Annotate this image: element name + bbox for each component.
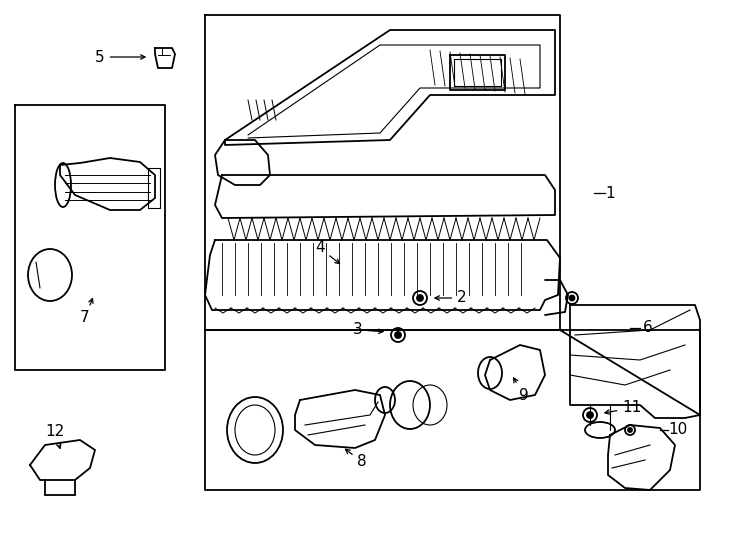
Text: 7: 7 (80, 299, 93, 326)
Text: 6: 6 (643, 321, 653, 335)
Text: 3: 3 (353, 322, 383, 338)
Text: 4: 4 (315, 240, 340, 264)
Text: 9: 9 (514, 378, 529, 402)
Circle shape (628, 428, 632, 432)
Text: 2: 2 (435, 291, 467, 306)
Text: 5: 5 (95, 50, 145, 64)
Text: 8: 8 (346, 449, 367, 469)
Text: 11: 11 (605, 401, 642, 415)
Circle shape (417, 295, 423, 301)
Circle shape (587, 412, 593, 418)
Text: 12: 12 (46, 424, 65, 448)
Circle shape (570, 295, 575, 300)
Text: 10: 10 (669, 422, 688, 437)
Text: 1: 1 (606, 186, 615, 200)
Circle shape (395, 332, 401, 338)
